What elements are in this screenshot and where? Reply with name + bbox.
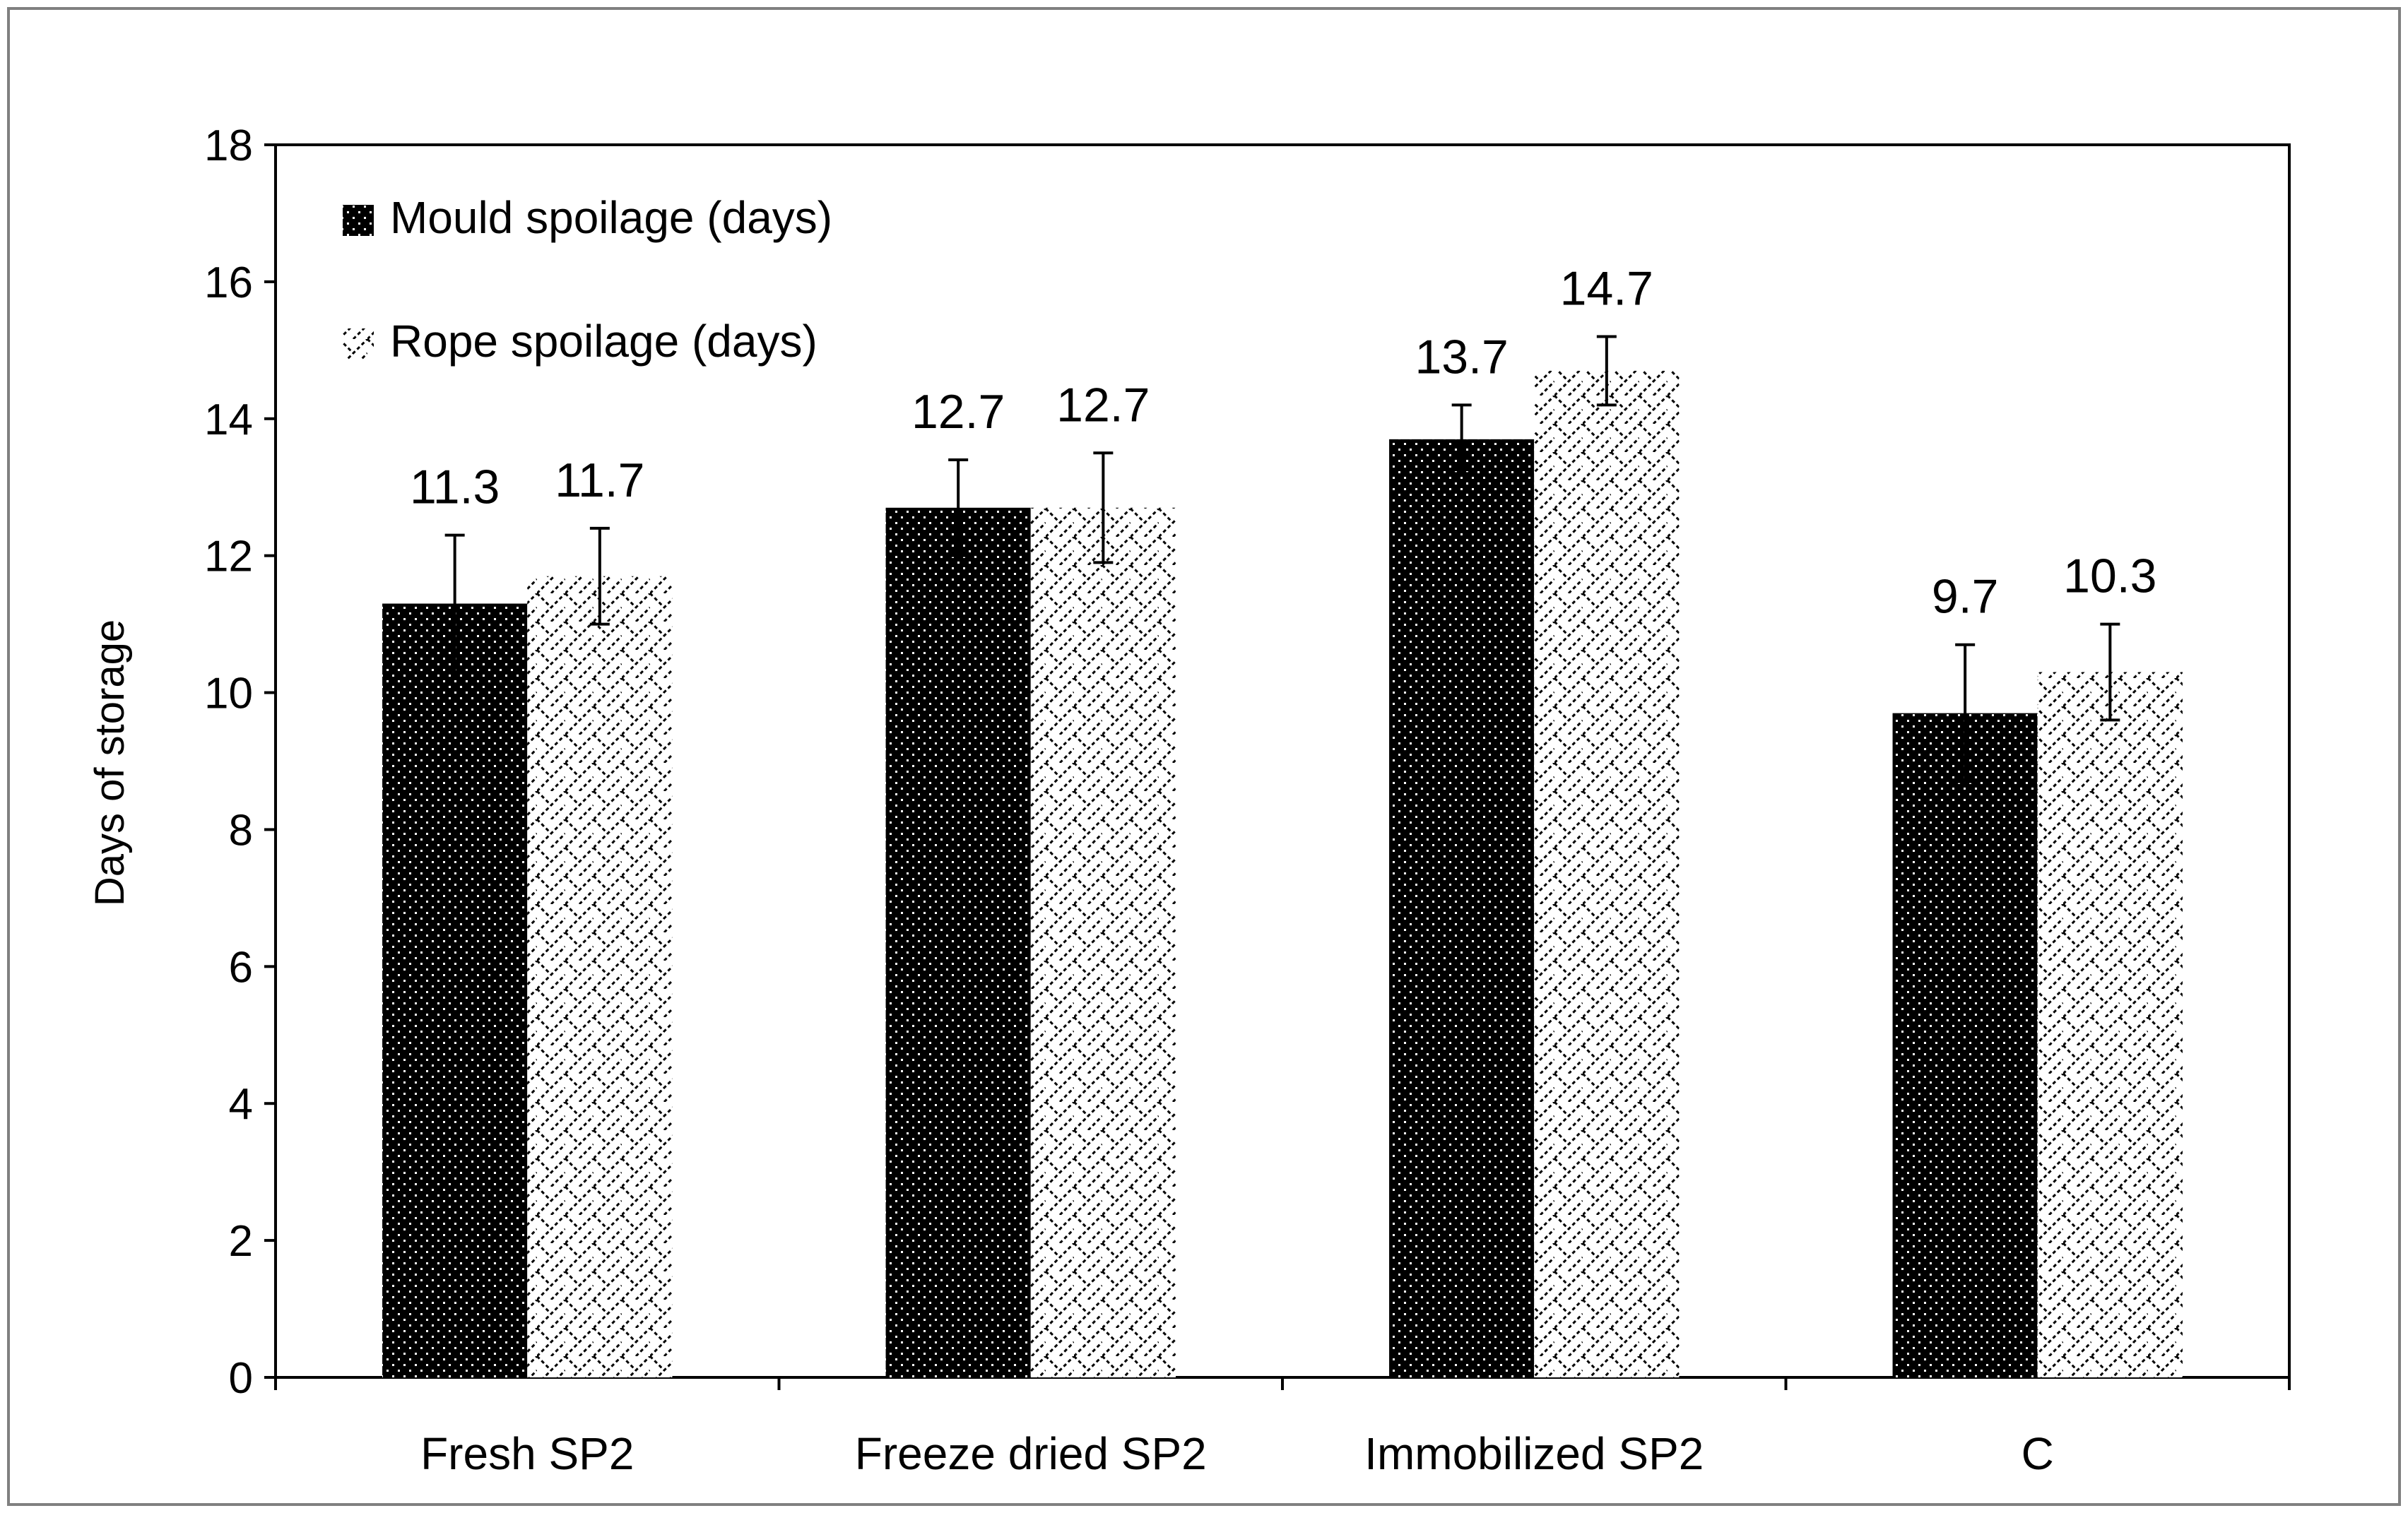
x-axis: Fresh SP2 Freeze dried SP2 Immobilized SP2… <box>274 1376 2291 1479</box>
data-label-rope: 11.7 <box>555 453 644 507</box>
y-tick-label: 6 <box>229 943 253 992</box>
bar-mould <box>1389 439 1535 1377</box>
y-tick-label: 4 <box>229 1080 253 1129</box>
y-tick-label: 12 <box>204 533 253 581</box>
data-label-rope: 10.3 <box>2063 550 2156 603</box>
x-tick-label: Freeze dried SP2 <box>855 1428 1207 1479</box>
data-label-rope: 14.7 <box>1560 261 1653 315</box>
y-tick-label: 10 <box>204 670 253 718</box>
bar-mould <box>885 507 1031 1377</box>
legend-swatch-rope <box>343 328 374 360</box>
y-tick-label: 0 <box>229 1354 253 1403</box>
x-tick-label: Immobilized SP2 <box>1364 1428 1704 1479</box>
outer-frame <box>7 7 2401 1506</box>
y-axis: 0 2 4 6 8 10 12 14 16 18 <box>204 121 277 1403</box>
bar-mould <box>1892 713 2038 1377</box>
data-labels: 11.3 11.7 12.7 12.7 13.7 14.7 9.7 10.3 <box>410 261 2157 623</box>
x-tick-label: Fresh SP2 <box>420 1428 634 1479</box>
legend-label-mould: Mould spoilage (days) <box>390 192 832 243</box>
error-bars <box>444 335 2120 783</box>
bars <box>382 370 2183 1377</box>
y-tick-label: 8 <box>229 806 253 855</box>
bar-mould <box>382 603 528 1377</box>
bar-rope <box>1030 507 1176 1377</box>
y-tick-label: 18 <box>204 121 253 170</box>
data-label-mould: 13.7 <box>1415 330 1508 384</box>
x-tick-label: C <box>2022 1428 2054 1479</box>
legend-swatch-mould <box>343 205 374 236</box>
y-tick-label: 14 <box>204 396 253 444</box>
data-label-rope: 12.7 <box>1056 378 1150 432</box>
bar-rope <box>527 576 673 1377</box>
data-label-mould: 9.7 <box>1932 570 1999 624</box>
y-tick-label: 16 <box>204 259 253 307</box>
data-label-mould: 11.3 <box>410 461 500 514</box>
legend: Mould spoilage (days) Rope spoilage (day… <box>343 192 832 367</box>
bar-rope <box>1534 370 1680 1377</box>
y-tick-label: 2 <box>229 1217 253 1266</box>
data-label-mould: 12.7 <box>911 385 1005 439</box>
legend-label-rope: Rope spoilage (days) <box>390 316 818 367</box>
y-axis-title: Days of storage <box>87 619 133 906</box>
bar-rope <box>2037 672 2183 1377</box>
